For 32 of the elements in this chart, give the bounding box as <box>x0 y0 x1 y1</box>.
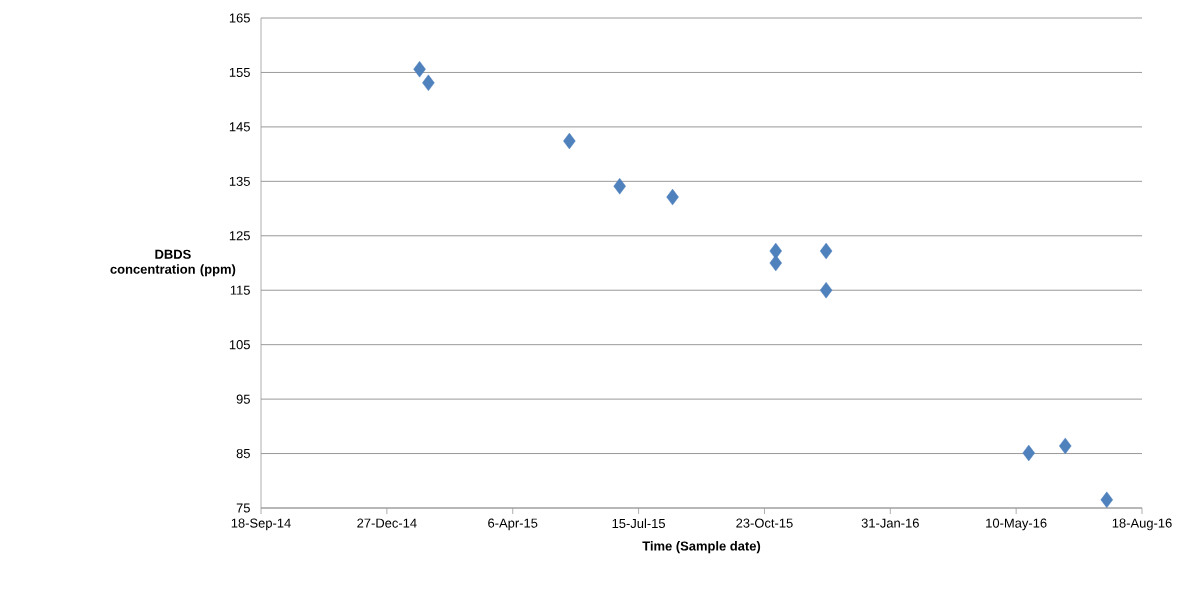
x-tick-label: 6-Apr-15 <box>488 518 538 531</box>
y-tick-label: 155 <box>229 67 250 77</box>
point <box>1059 437 1072 455</box>
x-axis-title: Time (Sample date) <box>642 541 761 554</box>
y-tick-label: 95 <box>236 394 250 404</box>
point <box>769 242 782 260</box>
y-axis-title: DBDS concentration (ppm) <box>110 249 236 277</box>
x-tick-label: 31-Jan-16 <box>861 518 919 528</box>
point <box>422 74 435 91</box>
point <box>666 188 679 206</box>
y-tick-label: 115 <box>230 285 250 295</box>
x-tick-label: 10-May-16 <box>986 518 1047 531</box>
point <box>769 254 782 272</box>
y-tick-label: 135 <box>229 176 250 186</box>
x-tick-label: 15-Jul-15 <box>612 518 666 529</box>
point <box>613 178 626 195</box>
x-tick-label: 23-Oct-15 <box>736 518 793 528</box>
y-tick-label: 125 <box>229 231 250 241</box>
y-tick-label: 145 <box>229 122 250 132</box>
x-tick-label: 18-Aug-16 <box>1112 518 1172 531</box>
x-tick-label: 27-Dec-14 <box>357 518 417 528</box>
y-tick-label: 105 <box>229 340 250 350</box>
y-tick-label: 85 <box>236 448 250 459</box>
point <box>413 60 426 78</box>
y-tick-label: 165 <box>229 13 250 23</box>
point <box>819 242 833 260</box>
point <box>563 132 576 150</box>
point <box>819 282 833 299</box>
point <box>1100 491 1113 509</box>
point <box>1022 444 1035 462</box>
y-tick-label: 75 <box>236 503 250 513</box>
x-tick-label: 18-Sep-14 <box>231 518 291 531</box>
